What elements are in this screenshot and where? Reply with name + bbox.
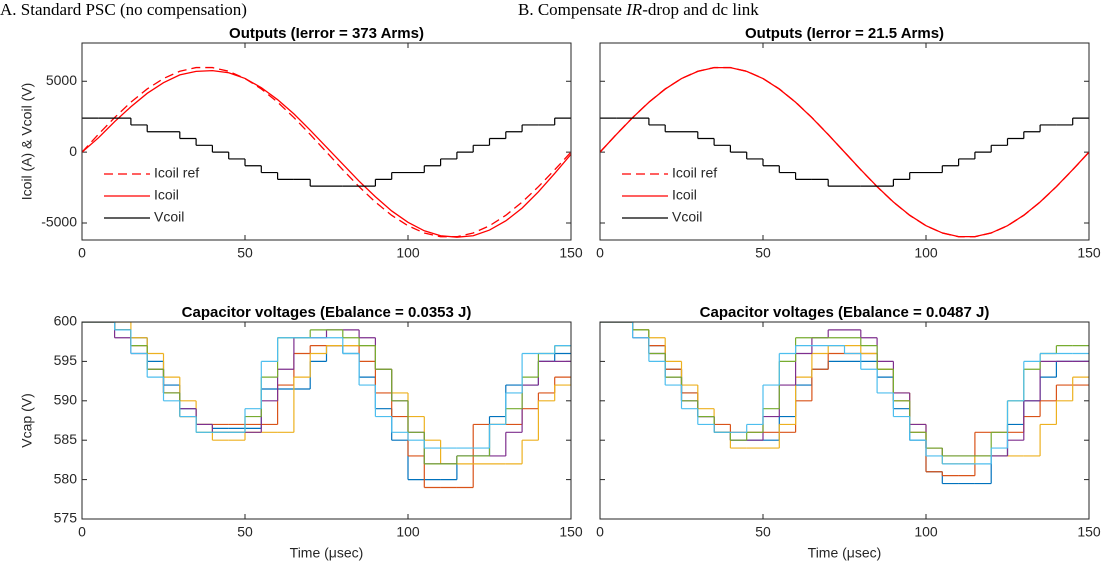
chart-title: Capacitor voltages (Ebalance = 0.0353 J)	[182, 304, 472, 321]
legend-label: Icoil	[154, 187, 179, 203]
x-tick-label: 150	[559, 524, 583, 540]
x-tick-label: 50	[755, 245, 771, 261]
y-tick-label: 585	[54, 431, 78, 447]
legend-label: Vcoil	[672, 209, 702, 225]
x-tick-label: 150	[559, 245, 583, 261]
legend-label: Vcoil	[154, 209, 184, 225]
series-group	[82, 322, 571, 489]
series-group	[600, 66, 1089, 238]
legend-label: Icoil	[672, 187, 697, 203]
series-group	[600, 322, 1089, 485]
x-tick-label: 50	[755, 524, 771, 540]
panel-heading-part: -drop and dc link	[642, 0, 759, 19]
panel-heading-part: A. Standard PSC (no compensation)	[0, 0, 247, 19]
panel-heading-part: IR	[625, 0, 643, 19]
y-tick-label: 580	[54, 470, 78, 486]
x-tick-label: 100	[396, 245, 420, 261]
x-tick-label: 100	[396, 524, 420, 540]
x-tick-label: 150	[1077, 245, 1101, 261]
panel-heading-part: B. Compensate	[518, 0, 626, 19]
x-tick-label: 150	[1077, 524, 1101, 540]
axes-box	[599, 42, 1090, 241]
y-tick-label: 595	[54, 352, 78, 368]
y-axis-label: Vcap (V)	[19, 393, 35, 447]
axes-box	[81, 42, 572, 241]
y-tick-label: 590	[54, 392, 78, 408]
y-tick-label: 575	[54, 510, 78, 526]
x-tick-label: 100	[914, 245, 938, 261]
axes-box	[599, 321, 1090, 520]
legend-label: Icoil ref	[154, 165, 199, 181]
x-tick-label: 100	[914, 524, 938, 540]
chart-title: Outputs (Ierror = 21.5 Arms)	[745, 25, 944, 42]
y-tick-label: 600	[54, 313, 78, 329]
y-tick-label: 0	[69, 143, 77, 159]
x-axis-label: Time (μsec)	[808, 545, 882, 561]
axes-box	[81, 321, 572, 520]
x-tick-label: 0	[596, 524, 604, 540]
series-line	[82, 69, 571, 238]
y-tick-label: 5000	[46, 72, 77, 88]
y-tick-label: -5000	[41, 214, 77, 230]
x-tick-label: 0	[596, 245, 604, 261]
panel-heading: B. Compensate IR-drop and dc link	[518, 0, 759, 19]
series-group	[82, 66, 571, 238]
x-tick-label: 0	[78, 524, 86, 540]
legend-label: Icoil ref	[672, 165, 717, 181]
x-tick-label: 50	[237, 245, 253, 261]
chart-title: Outputs (Ierror = 373 Arms)	[229, 25, 424, 42]
x-tick-label: 50	[237, 524, 253, 540]
y-axis-label: Icoil (A) & Vcoil (V)	[19, 83, 35, 200]
x-tick-label: 0	[78, 245, 86, 261]
series-line	[600, 67, 1089, 238]
x-axis-label: Time (μsec)	[290, 545, 364, 561]
chart-title: Capacitor voltages (Ebalance = 0.0487 J)	[700, 304, 990, 321]
panel-heading: A. Standard PSC (no compensation)	[0, 0, 247, 19]
